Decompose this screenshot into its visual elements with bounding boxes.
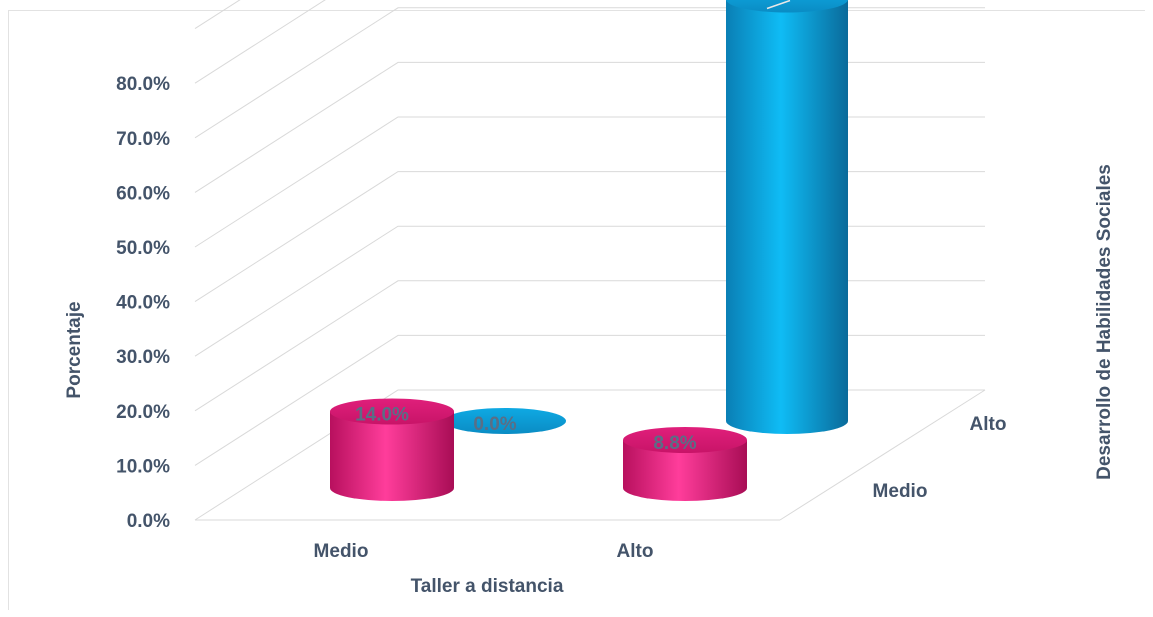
bars — [330, 0, 848, 501]
bar-top — [623, 426, 747, 453]
gridline — [194, 225, 985, 357]
bar-body — [726, 0, 848, 434]
y-axis-title: Porcentaje — [64, 301, 85, 398]
data-label: 0.0% — [473, 414, 516, 435]
y-tick-label: 20.0% — [116, 402, 170, 423]
data-labels: 0.0%77.2%14.0%8.8% — [355, 0, 824, 454]
y-tick-label: 80.0% — [116, 74, 170, 95]
bar-body — [330, 411, 454, 501]
chart-frame — [8, 10, 1145, 610]
gridline — [194, 171, 985, 303]
y-tick-label: 50.0% — [116, 238, 170, 259]
gridline — [194, 7, 985, 139]
axes: 0.0% 10.0% 20.0% 30.0% 40.0% 50.0% 60.0% 70.0% 8… — [116, 74, 1006, 562]
gridline — [194, 389, 985, 521]
gridline — [194, 280, 985, 412]
gridline — [194, 61, 985, 193]
gridlines — [194, 0, 985, 521]
bar-top — [330, 398, 454, 425]
bar — [623, 426, 747, 501]
floor-edge — [779, 389, 986, 521]
depth-tick-label: Medio — [873, 481, 928, 502]
bar — [726, 0, 848, 434]
y-tick-label: 30.0% — [116, 347, 170, 368]
bar-body — [623, 439, 747, 501]
x-axis-title: Taller a distancia — [411, 576, 564, 597]
y-tick-label: 60.0% — [116, 183, 170, 204]
y-tick-label: 40.0% — [116, 293, 170, 314]
y-tick-label: 70.0% — [116, 129, 170, 150]
depth-tick-label: Alto — [970, 414, 1007, 435]
bar — [444, 408, 566, 434]
gridline — [194, 0, 241, 30]
y-tick-label: 10.0% — [116, 456, 170, 477]
bar-top — [726, 0, 848, 13]
bar-top — [444, 408, 566, 434]
y-tick-label: 0.0% — [127, 511, 170, 532]
data-label: 14.0% — [355, 405, 409, 426]
x-tick-label: Medio — [314, 541, 369, 562]
bar — [330, 398, 454, 501]
leader-line — [766, 0, 791, 10]
data-label: 8.8% — [653, 433, 696, 454]
depth-axis-title: Desarrollo de Habilidades Sociales — [1094, 164, 1115, 480]
gridline — [194, 116, 985, 248]
gridline — [194, 0, 326, 84]
x-tick-label: Alto — [617, 541, 654, 562]
gridline — [194, 334, 985, 466]
